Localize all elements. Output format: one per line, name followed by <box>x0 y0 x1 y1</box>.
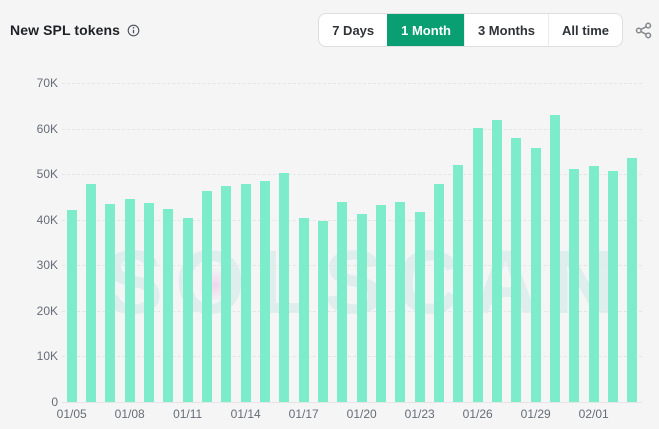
bar-chart: SOLSCAN 70K60K50K40K30K20K10K001/0501/08… <box>0 55 659 429</box>
bar-01/19[interactable] <box>337 202 348 402</box>
y-axis-tick-label: 60K <box>36 121 58 136</box>
info-icon[interactable] <box>127 24 140 37</box>
y-axis-tick-label: 40K <box>36 212 58 227</box>
plot-area <box>62 83 642 403</box>
grid-line <box>62 83 642 84</box>
bar-01/22[interactable] <box>395 201 406 402</box>
bar-01/09[interactable] <box>144 202 154 402</box>
bar-01/30[interactable] <box>550 114 560 402</box>
x-axis-tick-label: 01/17 <box>288 407 319 421</box>
x-axis-tick-label: 01/23 <box>404 407 435 421</box>
range-button-3-months[interactable]: 3 Months <box>463 14 548 46</box>
bar-01/25[interactable] <box>453 165 464 402</box>
bar-01/11[interactable] <box>182 217 193 402</box>
chart-header: New SPL tokens 7 Days 1 Month 3 Months A… <box>10 13 652 47</box>
x-axis-tick-label: 02/01 <box>578 407 609 421</box>
bar-01/17[interactable] <box>298 218 309 402</box>
bar-01/05[interactable] <box>66 209 77 402</box>
bar-01/06[interactable] <box>86 184 96 402</box>
x-axis-tick-label: 01/29 <box>520 407 551 421</box>
y-axis-tick-label: 30K <box>36 258 58 273</box>
bar-01/23[interactable] <box>414 212 425 402</box>
x-axis-tick-label: 01/08 <box>114 407 145 421</box>
range-button-all-time[interactable]: All time <box>548 14 622 46</box>
bar-01/13[interactable] <box>221 186 232 402</box>
bar-02/02[interactable] <box>608 171 618 402</box>
bar-02/03[interactable] <box>627 157 638 402</box>
y-axis-tick-label: 50K <box>36 167 58 182</box>
grid-line <box>62 356 642 358</box>
grid-line <box>62 128 642 130</box>
bar-01/29[interactable] <box>530 147 541 402</box>
bar-01/12[interactable] <box>202 191 212 402</box>
x-axis-tick-label: 01/11 <box>173 407 203 421</box>
y-axis-tick-label: 0 <box>51 395 58 409</box>
y-axis-tick-label: 70K <box>36 76 58 90</box>
bar-01/14[interactable] <box>240 183 251 402</box>
bar-01/08[interactable] <box>124 198 135 402</box>
bar-01/28[interactable] <box>511 137 522 402</box>
chart-title-row: New SPL tokens <box>10 22 140 38</box>
bar-01/16[interactable] <box>279 172 290 402</box>
bar-02/01[interactable] <box>588 166 599 402</box>
share-icon[interactable] <box>635 22 652 39</box>
x-axis-tick-label: 01/14 <box>230 407 261 421</box>
x-axis-tick-label: 01/26 <box>462 407 493 421</box>
grid-line <box>62 402 642 403</box>
bar-01/26[interactable] <box>472 127 483 402</box>
grid-line <box>62 219 642 221</box>
grid-line <box>62 310 642 312</box>
bar-01/21[interactable] <box>376 204 386 402</box>
x-axis-tick-label: 01/20 <box>346 407 377 421</box>
bar-01/15[interactable] <box>260 181 270 402</box>
grid-line <box>62 265 642 267</box>
bar-01/18[interactable] <box>318 221 328 402</box>
grid-line <box>62 174 642 176</box>
bar-01/07[interactable] <box>105 204 116 402</box>
chart-controls: 7 Days 1 Month 3 Months All time <box>318 13 652 47</box>
bar-01/31[interactable] <box>569 169 580 402</box>
bar-01/20[interactable] <box>356 214 367 402</box>
range-button-1-month[interactable]: 1 Month <box>387 14 464 46</box>
y-axis-tick-label: 10K <box>36 349 58 364</box>
bar-01/27[interactable] <box>492 120 502 402</box>
time-range-selector: 7 Days 1 Month 3 Months All time <box>318 13 623 47</box>
bar-01/10[interactable] <box>163 208 174 402</box>
range-button-7-days[interactable]: 7 Days <box>319 14 387 46</box>
bar-01/24[interactable] <box>434 184 444 402</box>
x-axis-tick-label: 01/05 <box>56 407 87 421</box>
y-axis-tick-label: 20K <box>36 303 58 318</box>
chart-title: New SPL tokens <box>10 22 121 38</box>
